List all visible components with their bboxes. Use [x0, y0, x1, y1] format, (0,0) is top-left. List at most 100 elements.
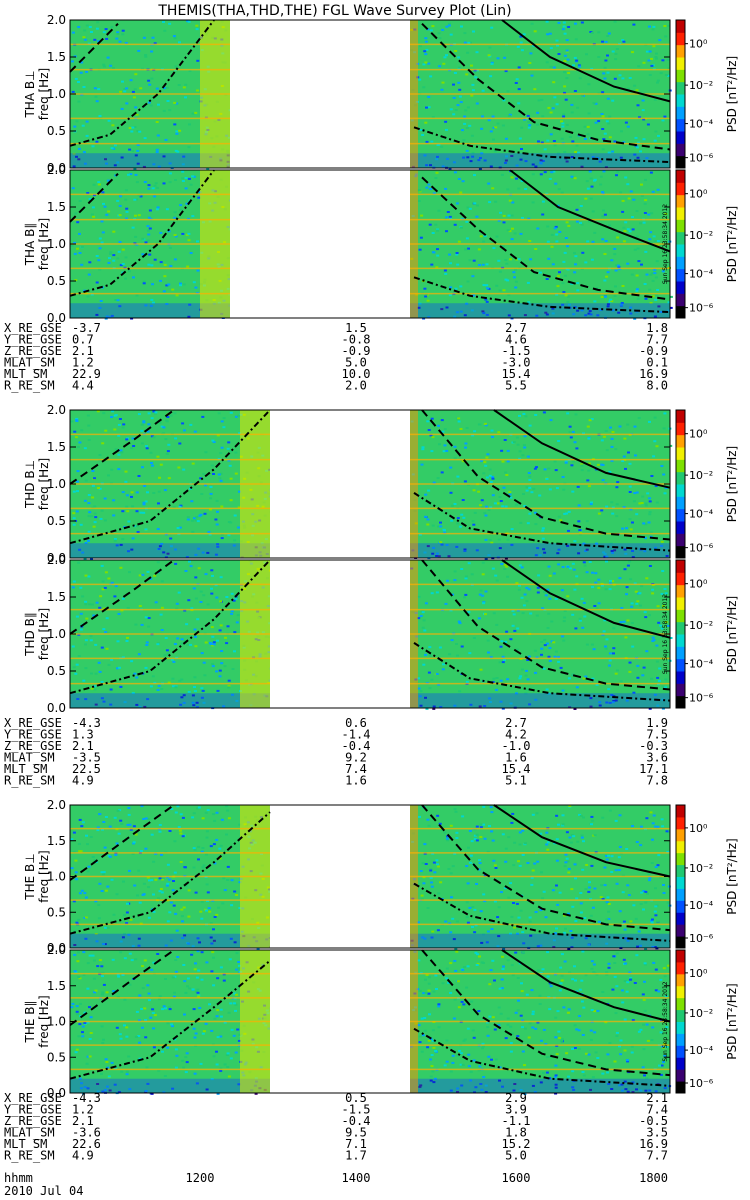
orbit-value: -3.5 [72, 751, 101, 765]
y-tick-label: 2.0 [47, 13, 66, 27]
orbit-value: 1.9 [646, 716, 668, 730]
orbit-value: -0.4 [342, 739, 371, 753]
orbit-table-row: MLAT_SM -3.6 9.5 1.8 3.5 [4, 1126, 668, 1140]
colorbar-tick-label: 10⁻⁶ [689, 542, 714, 555]
orbit-table-row: X_RE_GSE -4.3 0.5 2.9 2.1 [4, 1091, 668, 1105]
y-tick-label: 1.0 [47, 627, 66, 641]
spectrogram-panel: 0.0 0.5 1.0 1.5 2.0 freq [Hz]THE B⊥ 10⁰ 10⁻² 10⁻… [23, 798, 739, 955]
y-axis-label: freq [Hz] [37, 218, 51, 270]
time-tick-label: 1800 [639, 1171, 668, 1185]
frequency-curve-dashed [69, 949, 175, 1026]
colorbar-tick-label: 10⁻⁴ [689, 118, 714, 131]
orbit-value: -0.3 [639, 739, 668, 753]
spectrogram-panel: 0.0 0.5 1.0 1.5 2.0 freq [Hz]THA B∥ 10⁰ 10⁻² 10⁻… [23, 163, 739, 325]
orbit-param-label: Y_RE_GSE [4, 333, 62, 347]
data-gap [230, 20, 410, 168]
frequency-curve-dashed [421, 559, 671, 691]
colorbar-tick-label: 10⁻⁴ [689, 268, 714, 281]
colorbar-tick-label: 10⁻² [689, 862, 713, 875]
colorbar-tick-label: 10⁻⁴ [689, 1044, 714, 1057]
orbit-value: 16.9 [639, 1137, 668, 1151]
orbit-value: -0.9 [342, 344, 371, 358]
y-tick-label: 0.5 [47, 664, 66, 678]
probe-component-label: THE B∥ [23, 1001, 37, 1044]
frequency-curve-solid [509, 169, 671, 253]
probe-component-label: THA B∥ [23, 223, 37, 267]
frequency-curve-dashed [421, 409, 671, 541]
orbit-param-label: Z_RE_GSE [4, 739, 62, 753]
orbit-value: 1.5 [345, 321, 367, 335]
orbit-value: 15.4 [502, 367, 531, 381]
orbit-value: -4.3 [72, 1091, 101, 1105]
y-tick-label: 0.5 [47, 905, 66, 919]
data-gap [270, 410, 410, 558]
orbit-table-row: MLAT_SM 1.2 5.0 -3.0 0.1 [4, 356, 668, 370]
orbit-value: 3.9 [505, 1103, 527, 1117]
orbit-value: 7.4 [345, 762, 367, 776]
orbit-table-row: MLT_SM 22.9 10.0 15.4 16.9 [4, 367, 668, 381]
orbit-param-label: Z_RE_GSE [4, 344, 62, 358]
orbit-value: 22.6 [72, 1137, 101, 1151]
y-tick-label: 0.0 [47, 1086, 66, 1100]
orbit-table-row: X_RE_GSE -3.7 1.5 2.7 1.8 [4, 321, 668, 335]
spectrogram-panel: 0.0 0.5 1.0 1.5 2.0 freq [Hz]THD B∥ 10⁰ 10⁻² 10⁻… [23, 553, 739, 715]
orbit-value: 4.6 [505, 333, 527, 347]
colorbar-label: PSD [nT²/Hz] [725, 446, 739, 522]
spectrogram-panel: 0.0 0.5 1.0 1.5 2.0 freq [Hz]THE B∥ 10⁰ 10⁻² 10⁻… [23, 943, 739, 1100]
orbit-value: 5.1 [505, 774, 527, 788]
orbit-table-row: Y_RE_GSE 1.2 -1.5 3.9 7.4 [4, 1103, 668, 1117]
probe-component-label: THD B⊥ [23, 460, 37, 509]
frequency-curve-solid [493, 409, 671, 489]
y-tick-label: 2.0 [47, 553, 66, 567]
orbit-table-row: Z_RE_GSE 2.1 -0.4 -1.0 -0.3 [4, 739, 668, 753]
orbit-param-label: Z_RE_GSE [4, 1114, 62, 1128]
frequency-curve-dashdot [413, 642, 671, 702]
spectrogram-texture [71, 20, 672, 170]
orbit-param-label: MLT_SM [4, 367, 47, 381]
y-tick-label: 0.5 [47, 274, 66, 288]
orbit-value: 2.9 [505, 1091, 527, 1105]
orbit-value: 2.1 [646, 1091, 668, 1105]
y-axis-label: freq [Hz] [37, 458, 51, 510]
orbit-value: -0.8 [342, 333, 371, 347]
orbit-param-label: R_RE_SM [4, 1149, 55, 1163]
figure-title: THEMIS(THA,THD,THE) FGL Wave Survey Plot… [157, 3, 511, 19]
orbit-value: 7.1 [345, 1137, 367, 1151]
orbit-table-row: Y_RE_GSE 0.7 -0.8 4.6 7.7 [4, 333, 668, 347]
colorbar-tick-label: 10⁻⁴ [689, 899, 714, 912]
y-tick-label: 0.0 [47, 551, 66, 565]
orbit-value: 0.1 [646, 356, 668, 370]
orbit-value: -1.4 [342, 728, 371, 742]
spectrogram-texture [70, 410, 673, 560]
orbit-value: 1.7 [345, 1149, 367, 1163]
frequency-curve-dashed [69, 172, 119, 223]
colorbar: 10⁰ 10⁻² 10⁻⁴ 10⁻⁶ PSD [nT²/Hz] [675, 949, 739, 1094]
orbit-param-label: R_RE_SM [4, 379, 55, 393]
orbit-param-label: MLT_SM [4, 762, 47, 776]
y-tick-label: 0.0 [47, 941, 66, 955]
orbit-param-label: MLAT_SM [4, 1126, 55, 1140]
orbit-param-label: Y_RE_GSE [4, 728, 62, 742]
colorbar-tick-label: 10⁻⁶ [689, 932, 714, 945]
colorbar-tick-label: 10⁰ [689, 38, 708, 51]
orbit-value: 0.7 [72, 333, 94, 347]
colorbar-tick-label: 10⁰ [689, 428, 708, 441]
orbit-value: 5.5 [505, 379, 527, 393]
orbit-value: -3.7 [72, 321, 101, 335]
orbit-value: -1.0 [502, 739, 531, 753]
orbit-param-label: R_RE_SM [4, 774, 55, 788]
colorbar: 10⁰ 10⁻² 10⁻⁴ 10⁻⁶ PSD [nT²/Hz] [675, 804, 739, 949]
spectrogram-panel: 0.0 0.5 1.0 1.5 2.0 freq [Hz]THA B⊥ 10⁰ 10⁻² 10⁻… [23, 13, 739, 175]
y-tick-label: 2.0 [47, 163, 66, 177]
y-tick-label: 2.0 [47, 403, 66, 417]
y-tick-label: 1.5 [47, 979, 66, 993]
date-label: 2010 Jul 04 [4, 1184, 83, 1198]
orbit-value: 10.0 [342, 367, 371, 381]
data-gap [270, 805, 410, 948]
frequency-curve-solid [501, 559, 671, 639]
y-tick-label: 0.0 [47, 701, 66, 715]
orbit-value: 1.6 [345, 774, 367, 788]
orbit-value: 17.1 [639, 762, 668, 776]
frequency-curve-dashdot [413, 492, 671, 552]
timestamp-stamp: Sun Sep 16 23:58:34 2012 [662, 981, 669, 1061]
